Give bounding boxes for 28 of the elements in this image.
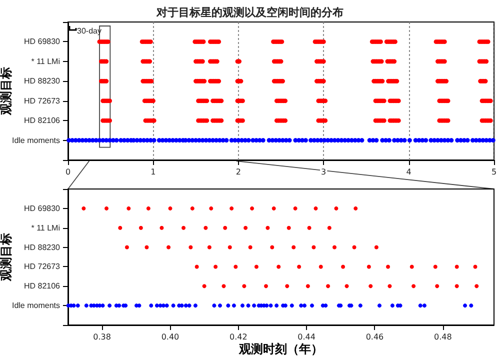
x-tick-label: 0 [65,168,71,176]
x-tick-label: 0.44 [298,332,316,342]
y-tick-label: HD 82106 [24,116,61,126]
y-tick-label: HD 88230 [24,242,61,252]
x-tick-label: 3 [321,168,326,176]
y-tick-label: Idle moments [12,136,60,145]
y-tick-label: HD 72673 [24,96,61,106]
y-axis-title: 观测目标 [0,233,13,282]
y-axis-title: 观测目标 [0,67,13,116]
x-tick-label: 0.46 [366,332,384,342]
x-tick-label: 0.48 [434,332,452,342]
x-axis-title: 观测时刻（年） [238,342,323,356]
x-tick-label: 0.38 [93,332,111,342]
y-tick-label: HD 69830 [24,37,61,46]
x-tick-label: 0.42 [229,332,248,342]
x-tick-label: 2 [236,168,241,176]
chart-title: 对于目标星的观测以及空闲时间的分布 [156,6,344,19]
y-tick-label: * 11 LMi [31,56,60,66]
x-tick-label: 5 [491,168,497,176]
x-tick-label: 4 [406,168,412,176]
x-tick-label: 0.40 [161,332,180,342]
y-tick-label: * 11 LMi [31,223,60,232]
x-tick-label: 1 [150,168,156,176]
y-tick-label: HD 88230 [24,76,61,86]
y-tick-label: HD 72673 [24,262,61,272]
y-tick-label: Idle moments [12,301,60,310]
y-tick-label: HD 82106 [24,282,61,291]
y-tick-label: HD 69830 [24,204,61,213]
